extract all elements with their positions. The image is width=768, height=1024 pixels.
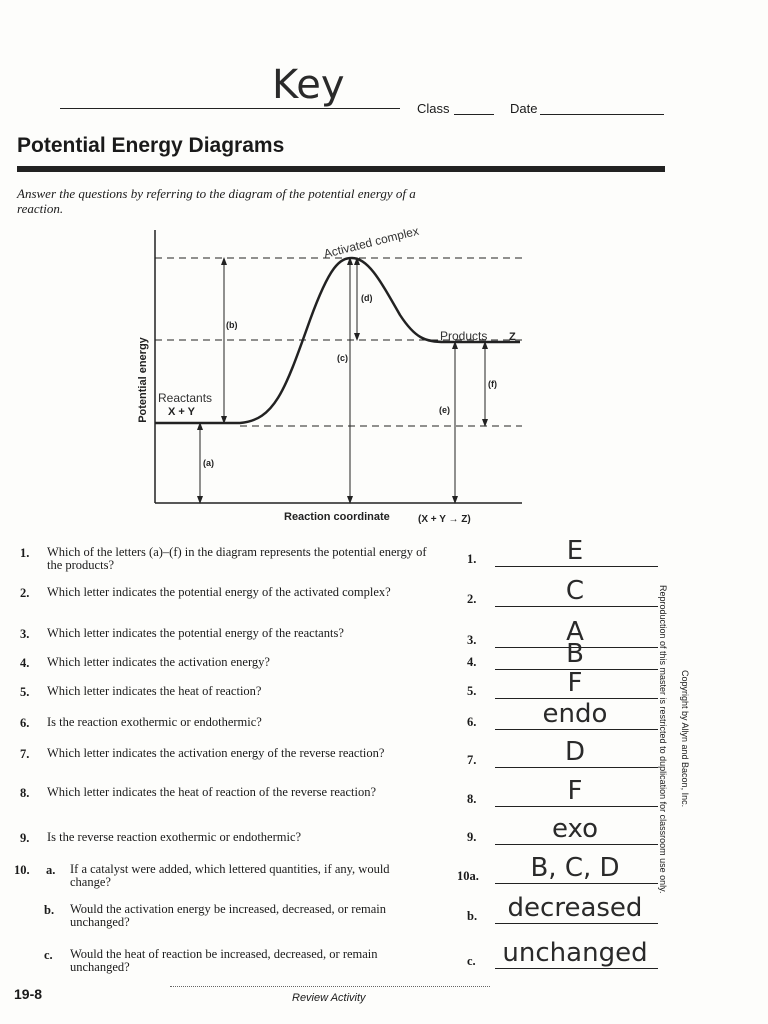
question-text: Which letter indicates the activation en… <box>47 746 385 760</box>
question-text: Which letter indicates the activation en… <box>47 655 270 669</box>
part-letter: c. <box>44 948 53 962</box>
copyright-note: Copyright by Allyn and Bacon, Inc. <box>680 670 690 808</box>
answer-line <box>495 923 658 924</box>
answer-label: 1. <box>467 552 477 566</box>
part-letter: b. <box>44 903 55 917</box>
question-number: 4. <box>20 656 30 670</box>
question-number: 3. <box>20 627 30 641</box>
question-text: Which letter indicates the heat of react… <box>47 785 376 799</box>
answer: endo <box>542 699 608 729</box>
answer-line <box>495 566 658 567</box>
answer-label: b. <box>467 909 478 923</box>
y-axis-label: Potential energy <box>137 336 149 422</box>
x-axis-label: Reaction coordinate <box>284 511 390 523</box>
answer: D <box>564 737 586 767</box>
name-line <box>60 108 400 109</box>
answer: B, C, D <box>530 853 620 883</box>
class-label: Class <box>417 101 450 116</box>
answer-label: 7. <box>467 753 477 767</box>
name-mark: Key <box>272 62 345 108</box>
question-number: 1. <box>20 546 30 560</box>
answer: F <box>567 776 583 806</box>
letter-b: (b) <box>226 320 238 330</box>
reproduction-note: Reproduction of this master is restricte… <box>658 585 668 894</box>
question-text: Would the activation energy be increased… <box>70 902 386 929</box>
page-number: 19-8 <box>14 986 43 1002</box>
question-text: Which letter indicates the heat of react… <box>47 684 262 698</box>
question-number: 10. <box>14 863 30 877</box>
hand-reactants: Reactants <box>158 391 212 405</box>
question-number: 5. <box>20 685 30 699</box>
answer: E <box>566 536 584 566</box>
reaction-equation: (X + Y → Z) <box>418 514 471 525</box>
question-text: Which of the letters (a)–(f) in the diag… <box>47 545 427 572</box>
instructions: Answer the questions by referring to the… <box>17 186 416 216</box>
answer-label: 8. <box>467 792 477 806</box>
answer-line <box>495 698 658 699</box>
question-text: Which letter indicates the potential ene… <box>47 626 344 640</box>
reactants-formula: X + Y <box>168 406 196 418</box>
question-number: 2. <box>20 586 30 600</box>
dashed-levels <box>155 257 522 427</box>
answer-line <box>495 968 658 969</box>
hand-products: Products <box>440 329 487 343</box>
part-letter: a. <box>46 863 56 877</box>
hand-activated-complex: Activated complex <box>322 224 420 261</box>
activity-label: Review Activity <box>292 992 366 1004</box>
answer-label: 4. <box>467 655 477 669</box>
question-number: 7. <box>20 747 30 761</box>
date-line <box>540 114 664 115</box>
question-text: Which letter indicates the potential ene… <box>47 585 391 599</box>
answer-label: 2. <box>467 592 477 606</box>
title-rule <box>17 166 665 172</box>
answer-line <box>495 883 658 884</box>
answer-line <box>495 767 658 768</box>
answer-line <box>495 647 658 648</box>
answer-line <box>495 669 658 670</box>
answer: F <box>567 668 583 698</box>
answer-label: 5. <box>467 684 477 698</box>
product-formula: Z <box>509 331 516 343</box>
answer: A <box>566 617 584 647</box>
letter-f: (f) <box>488 379 497 389</box>
answer-label: 9. <box>467 830 477 844</box>
question-text: Is the reaction exothermic or endothermi… <box>47 715 262 729</box>
footer-rule <box>170 986 490 987</box>
question-number: 8. <box>20 786 30 800</box>
answer-label: 6. <box>467 715 477 729</box>
date-label: Date <box>510 101 538 116</box>
answer-label: 10a. <box>457 869 479 883</box>
answer-label: 3. <box>467 633 477 647</box>
question-text: Would the heat of reaction be increased,… <box>70 947 378 974</box>
answer: exo <box>551 814 599 844</box>
question-text: If a catalyst were added, which lettered… <box>70 862 390 889</box>
letter-c: (c) <box>337 353 348 363</box>
question-number: 6. <box>20 716 30 730</box>
question-number: 9. <box>20 831 30 845</box>
measure-arrows <box>197 257 488 504</box>
answer: B <box>566 639 584 669</box>
class-line <box>454 114 494 115</box>
answer: decreased <box>507 893 643 923</box>
answer-line <box>495 844 658 845</box>
answer-label: c. <box>467 954 476 968</box>
energy-diagram: (a) (b) (c) (d) (e) (f) X + Y Z Potentia… <box>137 224 522 525</box>
answer-line <box>495 606 658 607</box>
letter-e: (e) <box>439 405 450 415</box>
letter-d: (d) <box>361 293 373 303</box>
letter-a: (a) <box>203 458 214 468</box>
answer-line <box>495 729 658 730</box>
axes <box>154 230 522 504</box>
answer: unchanged <box>502 938 648 968</box>
answer-line <box>495 806 658 807</box>
question-text: Is the reverse reaction exothermic or en… <box>47 830 302 844</box>
title: Potential Energy Diagrams <box>17 134 285 157</box>
answer: C <box>565 576 585 606</box>
